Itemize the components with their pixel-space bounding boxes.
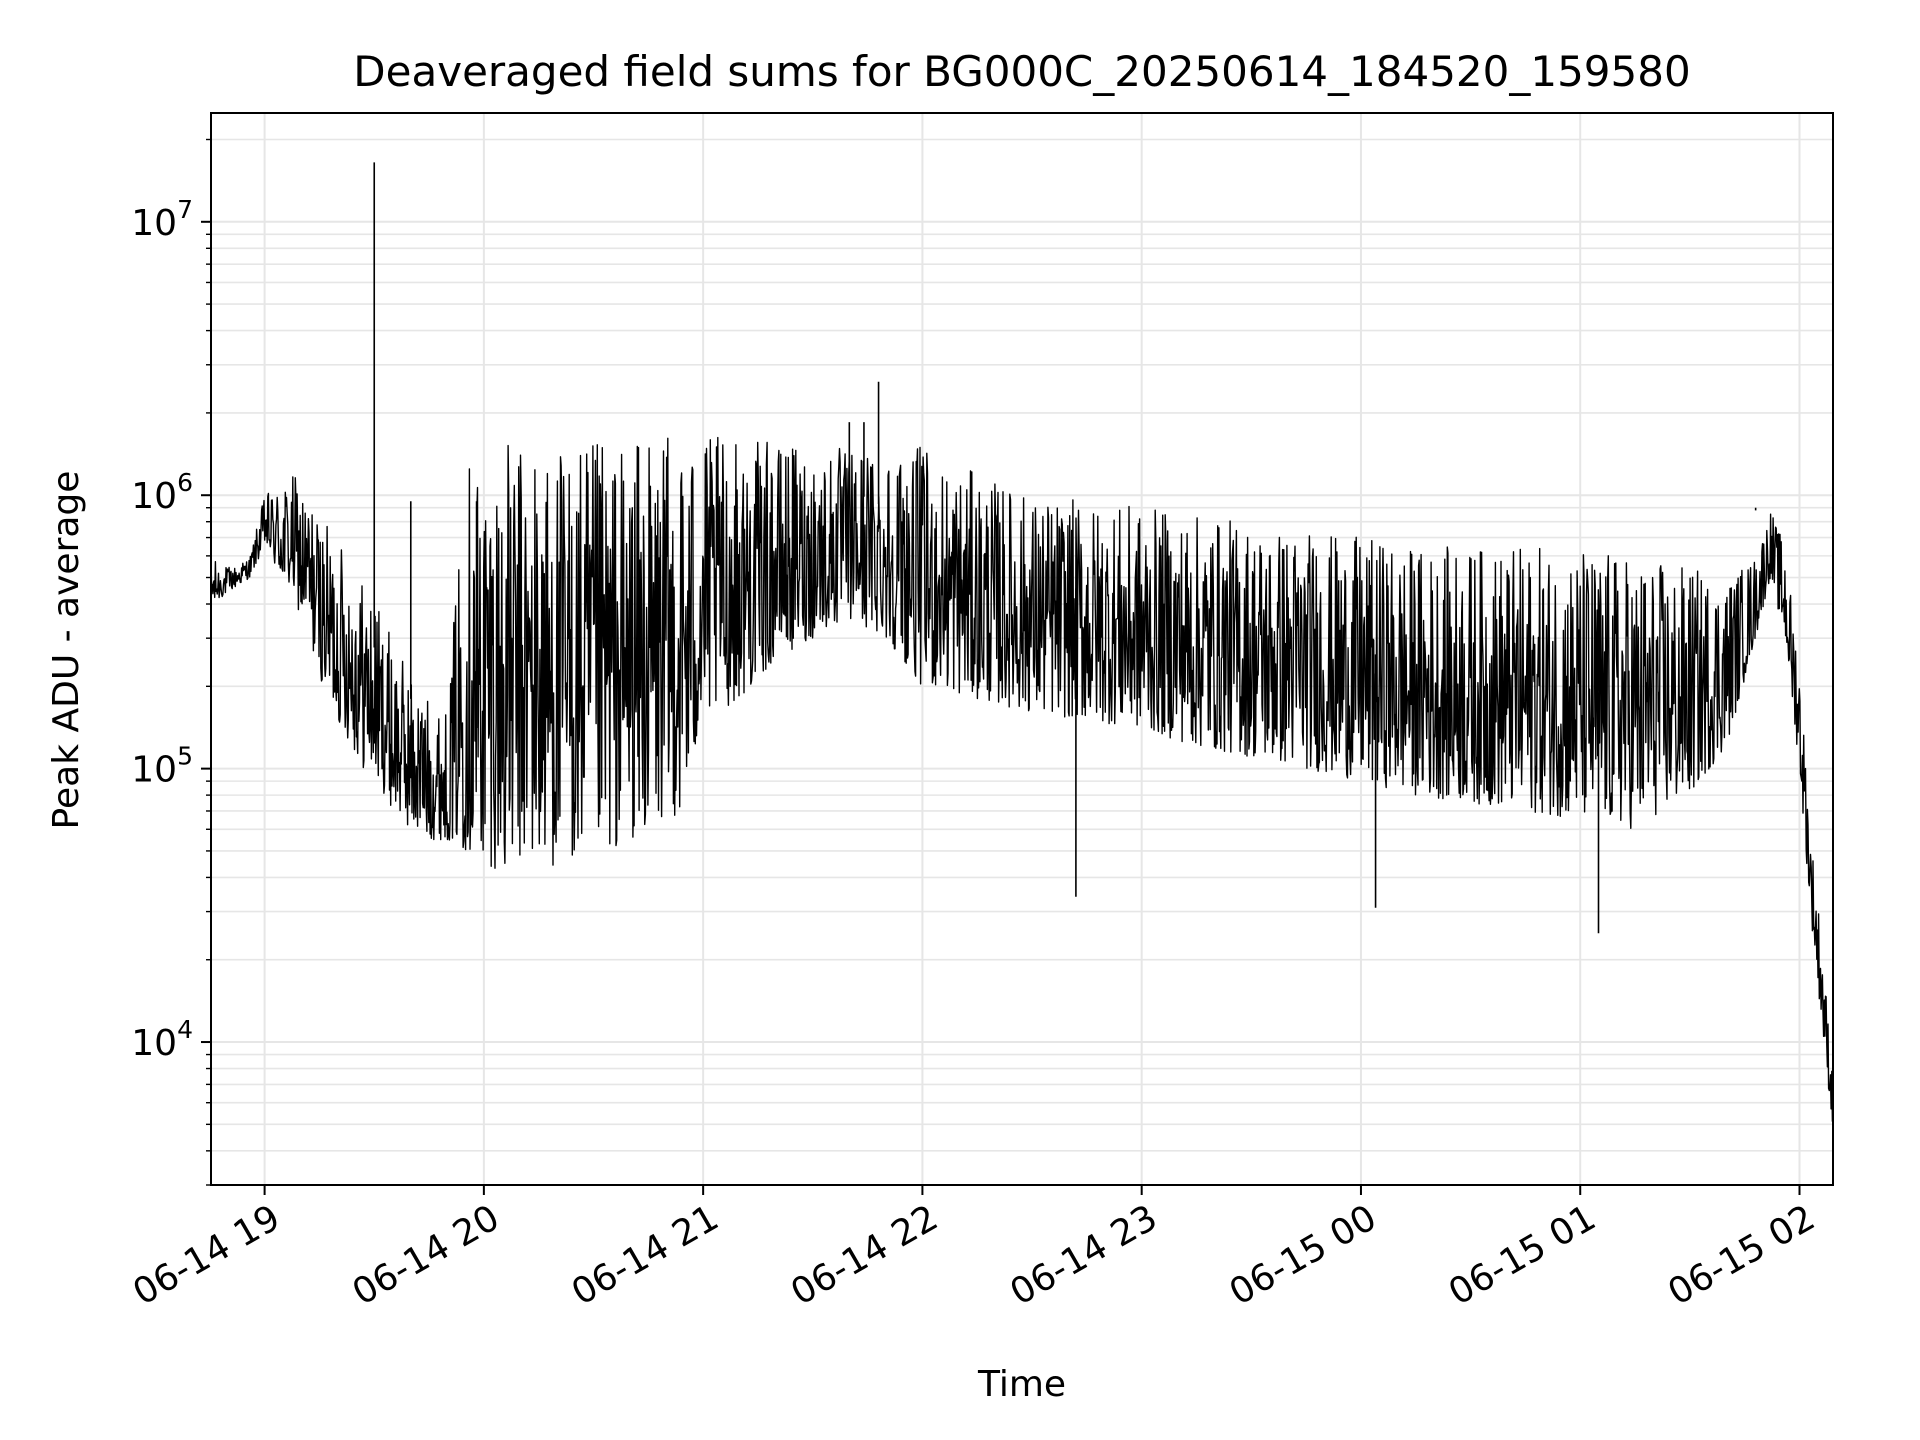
y-axis: 104 105 106 107: [131, 138, 211, 1186]
y-tick-label: 106: [131, 468, 193, 517]
spike-lines: [373, 162, 1757, 934]
y-tick-label: 105: [131, 742, 193, 791]
y-axis-label: Peak ADU - average: [46, 471, 87, 830]
x-axis-label: Time: [977, 1364, 1066, 1405]
plot-frame: [210, 112, 1834, 1186]
y-tick-label: 104: [131, 1015, 193, 1064]
series-line: [211, 436, 1833, 1122]
chart-title: Deaveraged field sums for BG000C_2025061…: [353, 47, 1690, 96]
grid-lines: [211, 113, 1833, 1186]
y-tick-label: 107: [131, 195, 193, 244]
